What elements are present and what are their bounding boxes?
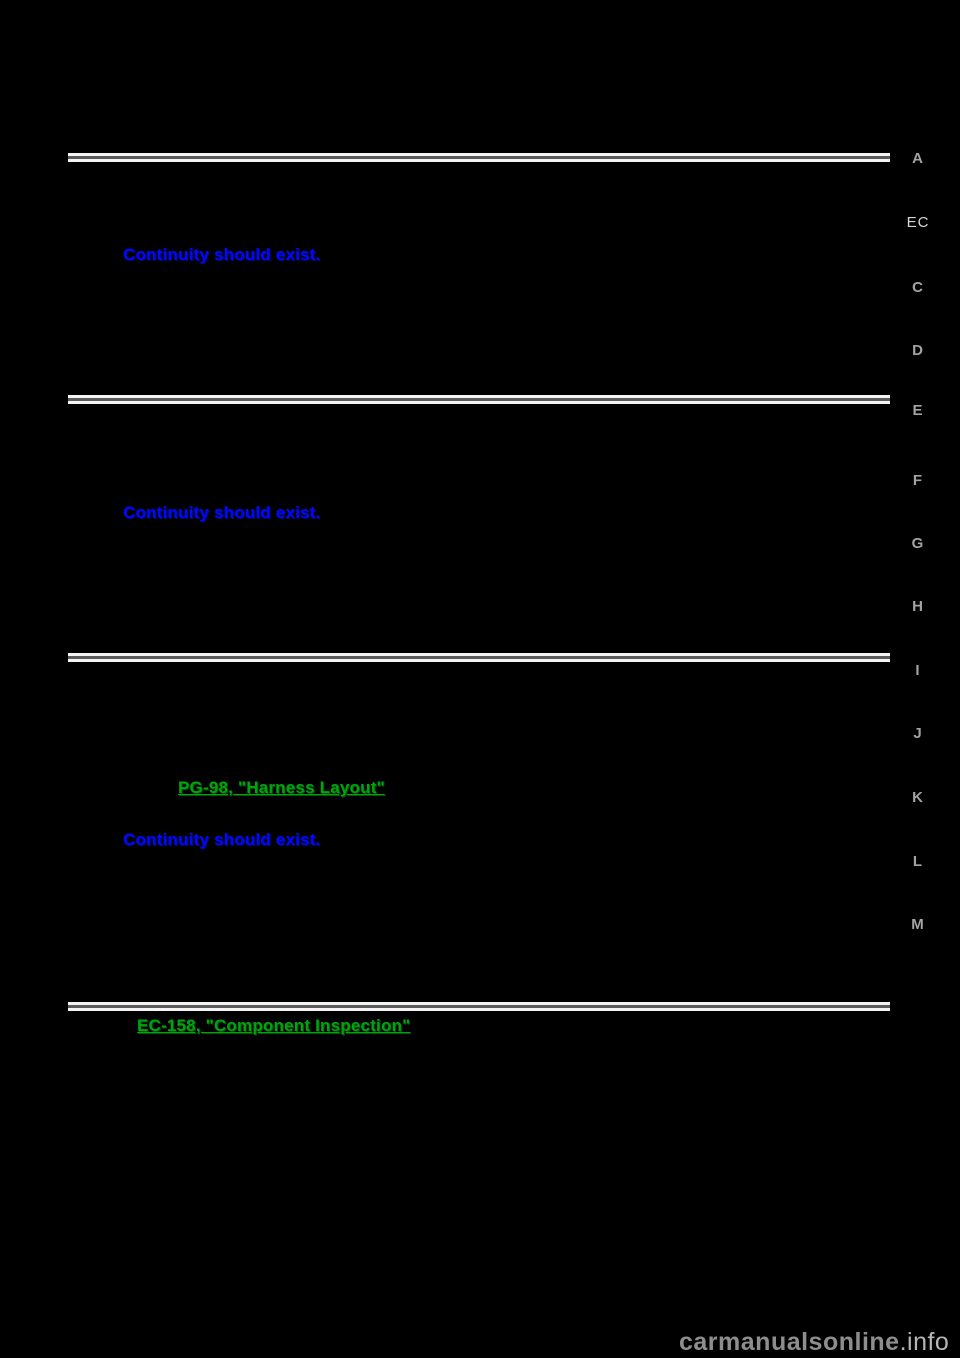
watermark: carmanualsonline.info xyxy=(679,1328,949,1357)
section-tab-l: L xyxy=(912,853,924,870)
section-tab-f: F xyxy=(912,472,924,489)
section-divider-rule xyxy=(68,395,890,404)
harness-layout-link[interactable]: PG-98, "Harness Layout" xyxy=(178,778,385,797)
continuity-note: Continuity should exist. xyxy=(123,503,321,522)
section-tab-g: G xyxy=(911,535,925,552)
continuity-note: Continuity should exist. xyxy=(123,830,321,849)
section-tab-i: I xyxy=(915,662,921,679)
section-tab-d: D xyxy=(912,342,924,359)
continuity-note: Continuity should exist. xyxy=(123,245,321,264)
section-divider-rule xyxy=(68,153,890,162)
watermark-site-name: carmanualsonline xyxy=(679,1328,900,1356)
section-tab-ec-active: EC xyxy=(906,214,930,231)
watermark-tld: .info xyxy=(899,1328,950,1356)
section-tab-k: K xyxy=(912,789,924,806)
section-tab-m: M xyxy=(911,916,925,933)
section-tab-e: E xyxy=(912,402,924,419)
section-divider-rule xyxy=(68,1002,890,1011)
section-tab-j: J xyxy=(913,725,923,742)
section-divider-rule xyxy=(68,653,890,662)
section-tab-c: C xyxy=(912,279,924,296)
component-inspection-link[interactable]: EC-158, "Component Inspection" xyxy=(137,1016,411,1035)
section-tab-h: H xyxy=(912,598,924,615)
section-tab-a: A xyxy=(912,150,924,167)
